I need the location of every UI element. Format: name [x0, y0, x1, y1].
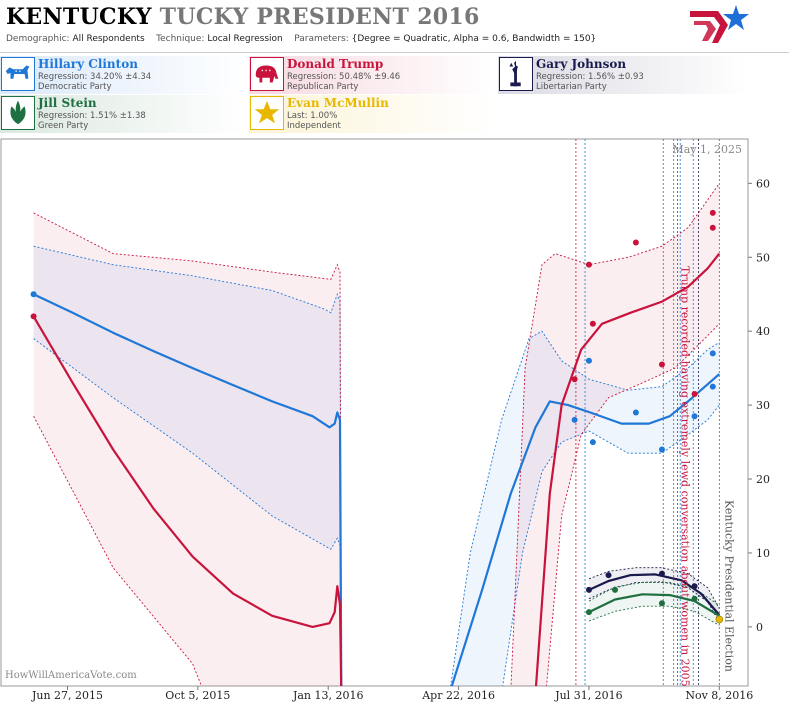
poll-point: [691, 413, 698, 420]
parameters-line: Demographic: All Respondents Technique: …: [6, 34, 596, 44]
leaf-icon: [1, 96, 35, 130]
candidate-name: Donald Trump: [287, 57, 384, 71]
title-rest: TUCKY PRESIDENT 2016: [159, 4, 480, 30]
poll-point: [658, 600, 665, 607]
regression-line: [33, 293, 721, 686]
poll-point: [658, 570, 665, 577]
y-tick-label: 40: [756, 325, 770, 338]
poll-point: [709, 350, 716, 357]
poll-point: [605, 572, 612, 579]
candidate-name: Evan McMullin: [287, 96, 389, 110]
band-lower-edge: [33, 323, 720, 686]
chart-date: May 1, 2025: [672, 143, 742, 156]
x-tick-label: Apr 22, 2016: [421, 689, 495, 702]
y-tick-label: 30: [756, 399, 770, 412]
site-logo-icon[interactable]: [688, 3, 752, 49]
plot-area: [30, 139, 724, 686]
candidate-card[interactable]: Jill Stein Regression: 1.51% ±1.38 Green P…: [0, 95, 245, 133]
candidate-stat: Last: 1.00%: [287, 111, 338, 121]
elephant-icon: [250, 57, 284, 91]
candidate-card[interactable]: Donald Trump Regression: 50.48% ±9.46 Repu…: [249, 56, 494, 94]
donkey-icon: [1, 57, 35, 91]
poll-point: [30, 313, 37, 320]
band-lower-edge: [588, 605, 720, 626]
x-tick-label: Jun 27, 2015: [31, 689, 103, 702]
title-state: KENTUCKY: [6, 4, 152, 30]
poll-point: [632, 409, 639, 416]
event-annotation: Trump recorded having extremely lewd con…: [679, 266, 692, 687]
poll-point: [632, 239, 639, 246]
poll-point: [709, 383, 716, 390]
poll-point: [691, 595, 698, 602]
poll-point: [589, 320, 596, 327]
parameters-label: Parameters:: [294, 34, 349, 44]
poll-point: [658, 446, 665, 453]
band-upper-edge: [33, 245, 720, 686]
technique-label: Technique:: [156, 34, 205, 44]
y-tick-label: 60: [756, 177, 770, 190]
candidate-party: Green Party: [38, 121, 89, 131]
candidate-party: Republican Party: [287, 82, 359, 92]
poll-point: [658, 361, 665, 368]
candidate-name: Gary Johnson: [536, 57, 627, 71]
x-tick-label: Jul 31, 2016: [554, 689, 623, 702]
candidate-party: Libertarian Party: [536, 82, 607, 92]
regression-line: [588, 573, 721, 616]
y-tick-label: 10: [756, 547, 770, 560]
poll-point: [585, 357, 592, 364]
poll-point: [585, 261, 592, 268]
y-tick-label: 20: [756, 473, 770, 486]
candidate-card[interactable]: Hillary Clinton Regression: 34.20% ±4.34 D…: [0, 56, 245, 94]
poll-point: [709, 224, 716, 231]
star-icon: [250, 96, 284, 130]
candidate-party: Independent: [287, 121, 341, 131]
regression-chart: Trump recorded having extremely lewd con…: [0, 138, 770, 702]
candidate-name: Hillary Clinton: [38, 57, 138, 71]
x-tick-label: Jan 13, 2016: [292, 689, 364, 702]
liberty-statue-icon: [499, 57, 533, 91]
confidence-band: [589, 582, 720, 626]
candidate-stat: Regression: 1.56% ±0.93: [536, 72, 644, 82]
regression-line: [588, 593, 720, 617]
y-tick-label: 50: [756, 251, 770, 264]
x-tick-label: Nov 8, 2016: [685, 689, 753, 702]
poll-point: [571, 416, 578, 423]
x-tick-label: Oct 5, 2015: [165, 689, 230, 702]
event-annotation: Kentucky Presidential Election: [722, 500, 735, 672]
band-upper-edge: [588, 582, 720, 606]
candidate-stat: Regression: 50.48% ±9.46: [287, 72, 401, 82]
poll-point: [715, 615, 724, 624]
candidate-name: Jill Stein: [38, 96, 97, 110]
poll-point: [612, 586, 619, 593]
confidence-band: [589, 567, 720, 623]
poll-point: [571, 376, 578, 383]
parameters-value: {Degree = Quadratic, Alpha = 0.6, Bandwi…: [351, 34, 597, 44]
band-lower-edge: [33, 338, 720, 686]
poll-point: [691, 583, 698, 590]
poll-point: [709, 209, 716, 216]
poll-point: [691, 391, 698, 398]
candidate-party: Democratic Party: [38, 82, 112, 92]
candidate-card[interactable]: Evan McMullin Last: 1.00% Independent: [249, 95, 494, 133]
candidate-card[interactable]: Gary Johnson Regression: 1.56% ±0.93 Liber…: [498, 56, 748, 94]
confidence-band: [33, 246, 720, 686]
poll-point: [589, 439, 596, 446]
band-upper-edge: [588, 567, 720, 609]
technique-value: Local Regression: [207, 34, 283, 44]
candidate-stat: Regression: 1.51% ±1.38: [38, 111, 146, 121]
page-title: KENTUCKY TUCKY PRESIDENT 2016: [6, 4, 480, 30]
confidence-band: [33, 183, 720, 686]
poll-point: [30, 291, 37, 298]
candidate-stat: Regression: 34.20% ±4.34: [38, 72, 152, 82]
regression-line: [32, 252, 721, 686]
poll-point: [585, 586, 592, 593]
watermark: HowWillAmericaVote.com: [5, 670, 137, 681]
demographic-value: All Respondents: [72, 34, 145, 44]
plot-frame: [0, 138, 749, 687]
header-bar: KENTUCKY TUCKY PRESIDENT 2016 Demographi…: [0, 0, 789, 53]
band-lower-edge: [588, 581, 720, 623]
y-tick-label: 0: [756, 621, 763, 634]
poll-point: [585, 609, 592, 616]
demographic-label: Demographic:: [6, 34, 70, 44]
